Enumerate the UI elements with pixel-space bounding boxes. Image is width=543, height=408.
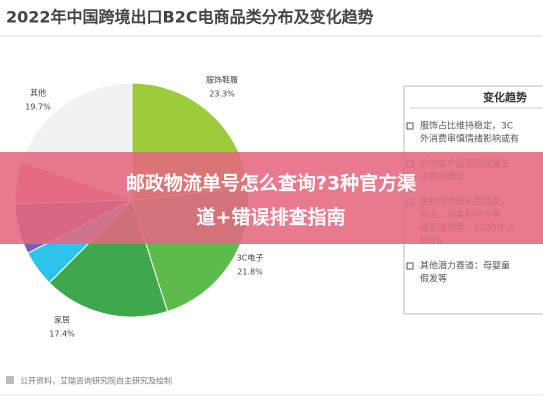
- panel-line: 服饰占比维持稳定，3C: [420, 120, 513, 132]
- slice-value-label: 23.3%: [209, 90, 235, 99]
- chart-title: 2022年中国跨境出口B2C电商品类分布及变化趋势: [6, 8, 374, 27]
- panel-line: 其他潜力赛道：母婴童: [420, 260, 510, 272]
- panel-line: 外消费审慎情绪影响或有: [420, 133, 519, 145]
- bullet: [406, 122, 414, 130]
- bullet: [406, 262, 414, 270]
- banner: [0, 152, 543, 244]
- slice-value-label: 19.7%: [25, 103, 51, 112]
- slice-label: 家居: [54, 315, 70, 325]
- source: 公开资料，艾瑞咨询研究院自主研究及绘制: [20, 376, 172, 386]
- slice-label: 服饰鞋履: [206, 75, 238, 85]
- source-icon: [6, 376, 14, 384]
- panel-line: 假发等: [420, 273, 447, 285]
- slice-label: 其他: [30, 88, 46, 98]
- slice-value-label: 21.8%: [237, 268, 263, 277]
- panel-title: 变化趋势: [483, 90, 527, 104]
- banner-text: 道+错误排查指南: [197, 206, 346, 229]
- banner-text: 邮政物流单号怎么查询?3种官方渠: [126, 172, 416, 195]
- slice-value-label: 17.4%: [49, 330, 75, 339]
- slice-label: 3C电子: [237, 253, 264, 263]
